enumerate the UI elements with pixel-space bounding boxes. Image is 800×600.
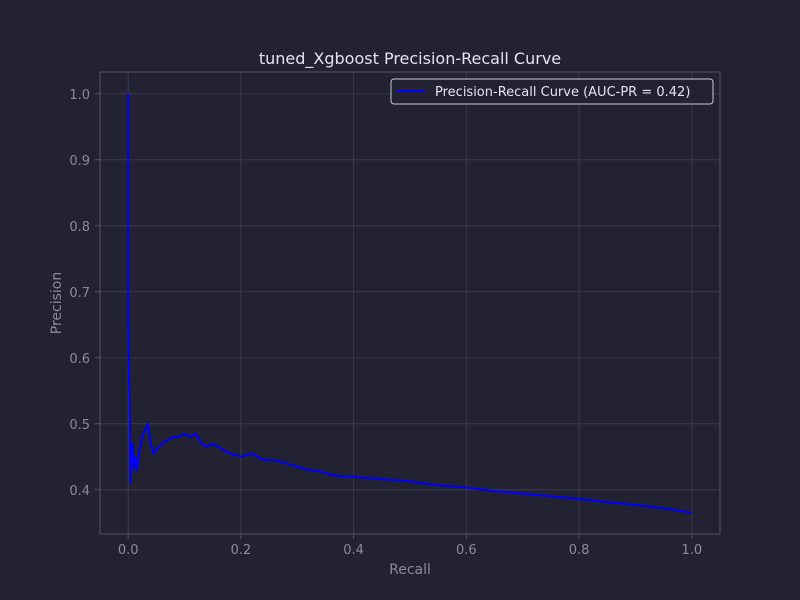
y-axis: 0.4 0.5 0.6 0.7 0.8 0.9 1.0 (69, 88, 100, 499)
grid (100, 72, 720, 534)
x-tick-label: 1.0 (681, 543, 702, 558)
x-axis: 0.0 0.2 0.4 0.6 0.8 1.0 (118, 534, 702, 558)
pr-curve-line (127, 93, 692, 514)
x-tick-label: 0.8 (569, 543, 590, 558)
chart-title: tuned_Xgboost Precision-Recall Curve (259, 49, 561, 69)
plot-frame (99, 71, 721, 535)
y-tick-label: 1.0 (69, 88, 90, 103)
y-tick-label: 0.4 (69, 484, 90, 499)
y-tick-label: 0.8 (69, 220, 90, 235)
legend: Precision-Recall Curve (AUC-PR = 0.42) (390, 78, 714, 105)
x-tick-label: 0.0 (118, 543, 139, 558)
y-tick-label: 0.5 (69, 418, 90, 433)
y-tick-label: 0.6 (69, 352, 90, 367)
y-tick-label: 0.9 (69, 154, 90, 169)
x-tick-label: 0.2 (231, 543, 252, 558)
legend-label: Precision-Recall Curve (AUC-PR = 0.42) (435, 85, 690, 100)
y-tick-label: 0.7 (69, 286, 90, 301)
x-tick-label: 0.4 (343, 543, 364, 558)
series-group (127, 93, 692, 514)
legend-box (390, 78, 714, 105)
x-tick-label: 0.6 (456, 543, 477, 558)
x-axis-label: Recall (389, 562, 431, 578)
y-axis-label: Precision (49, 272, 65, 334)
